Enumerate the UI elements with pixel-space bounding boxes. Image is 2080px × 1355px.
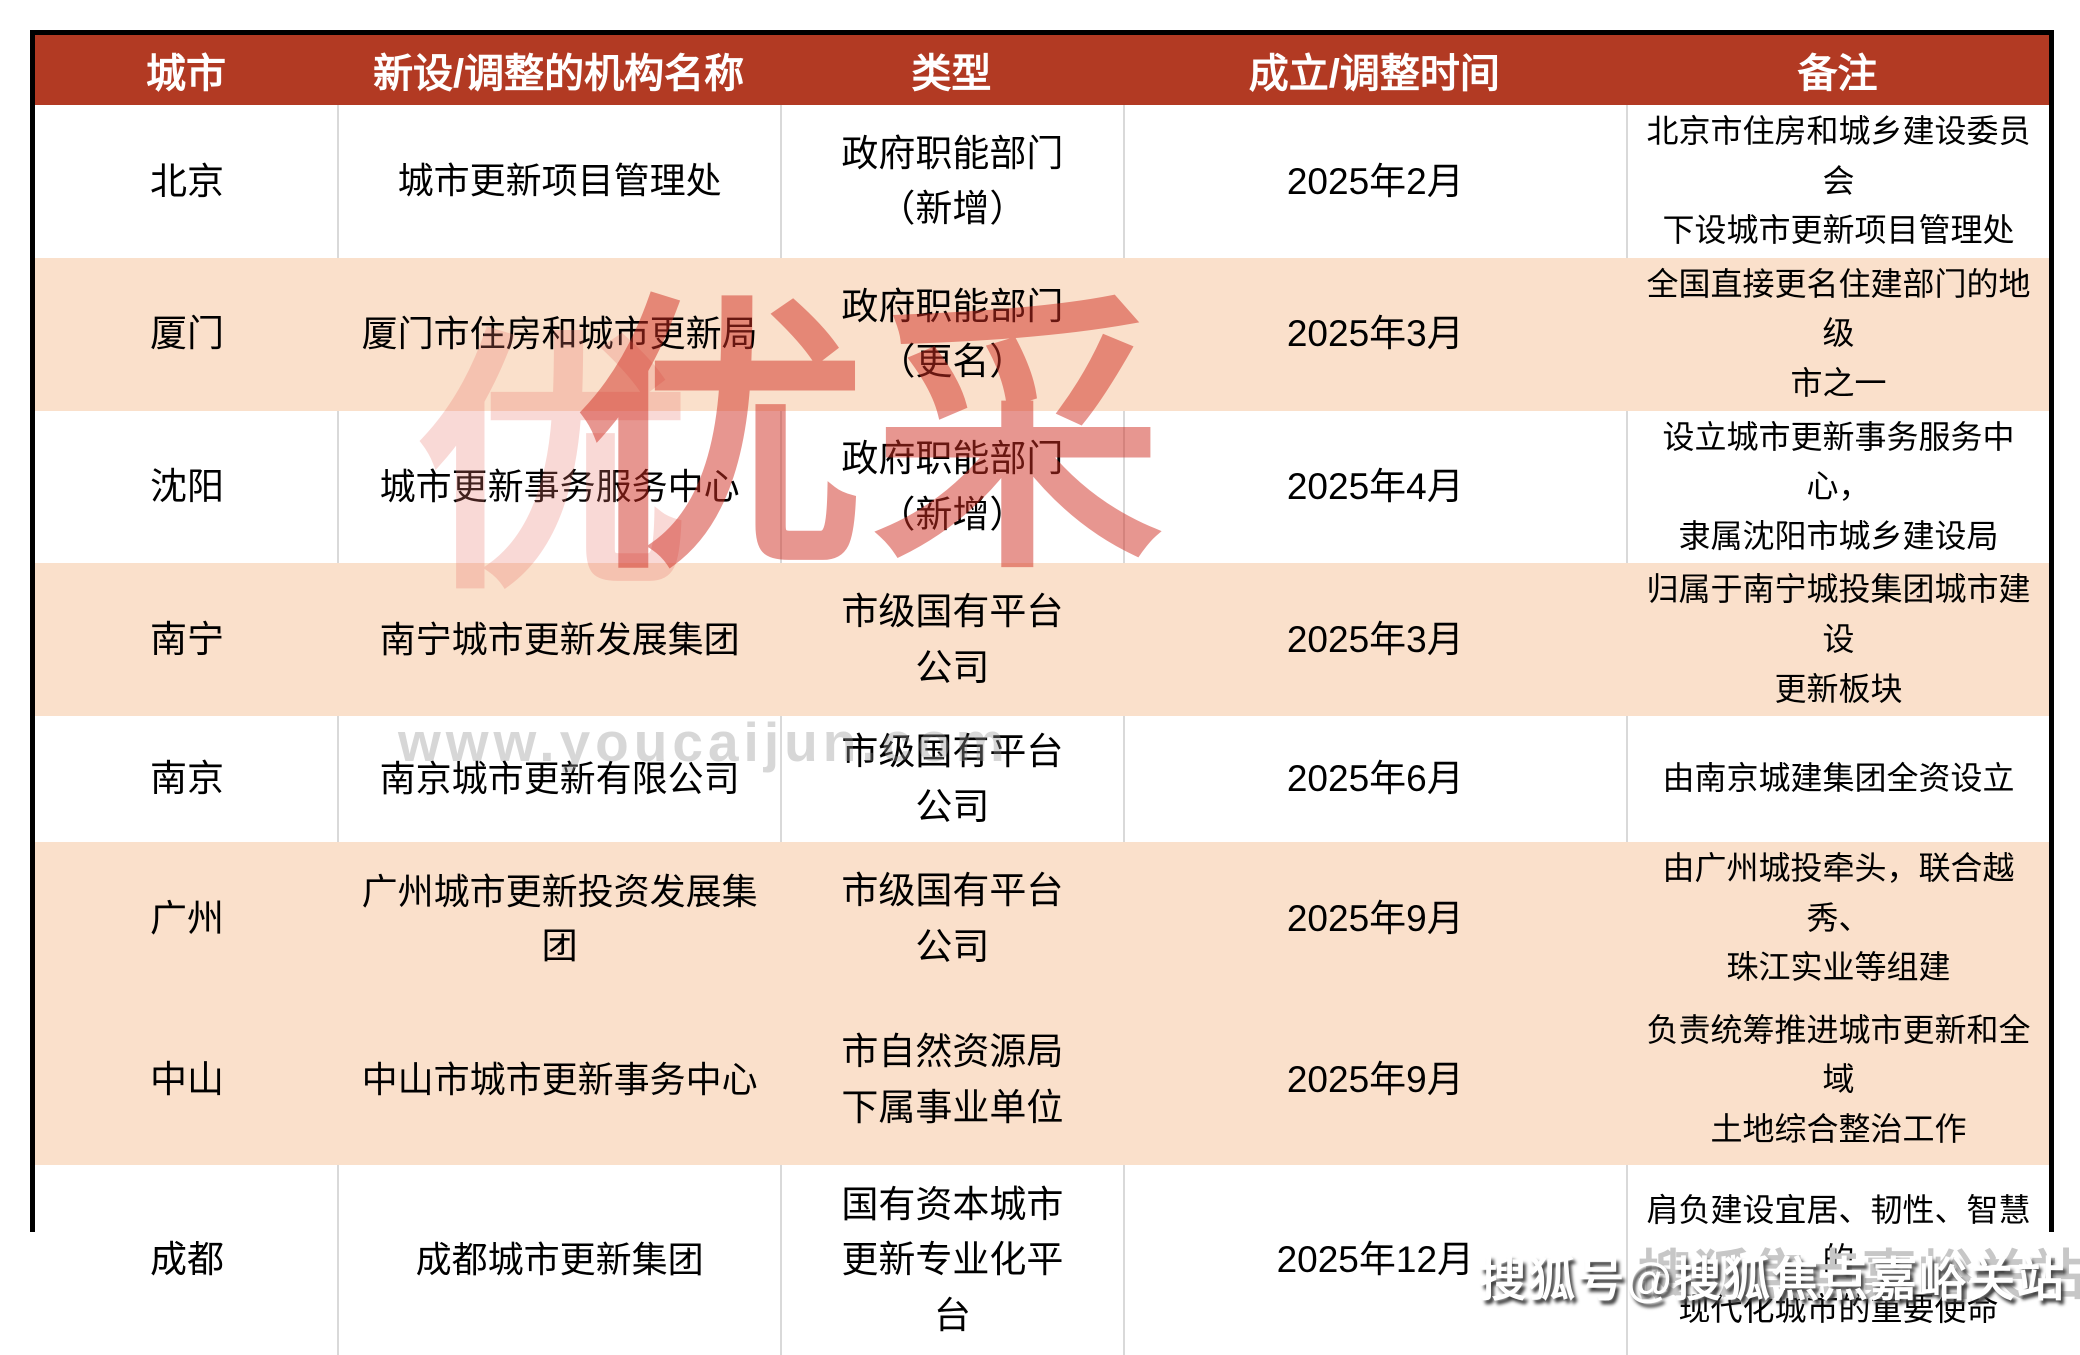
table-row-shenyang: 沈阳 城市更新事务服务中心 政府职能部门 （新增） 2025年4月 设立城市更新… — [35, 410, 2049, 564]
cell-type: 市自然资源局 下属事业单位 — [841, 1031, 1064, 1128]
cell-name: 城市更新项目管理处 — [337, 105, 780, 258]
cell-note: 全国直接更名住建部门的地级 市之一 — [1646, 265, 2031, 401]
table-row-beijing: 北京 城市更新项目管理处 政府职能部门 （新增） 2025年2月 北京市住房和城… — [35, 105, 2049, 258]
cell-type: 政府职能部门 （更名） — [841, 285, 1064, 383]
cell-name: 广州城市更新投资发展集团 — [361, 870, 758, 966]
column-header-name: 新设/调整的机构名称 — [337, 35, 781, 105]
cell-note: 负责统筹推进城市更新和全域 土地综合整治工作 — [1646, 1011, 2031, 1147]
cell-city: 广州 — [150, 897, 225, 939]
header-row: 城市 新设/调整的机构名称 类型 成立/调整时间 备注 — [35, 35, 2049, 105]
table-row-zhongshan: 中山 中山市城市更新事务中心 市自然资源局 下属事业单位 2025年9月 负责统… — [35, 994, 2049, 1165]
column-header-date: 成立/调整时间 — [1122, 35, 1627, 105]
cell-date: 2025年12月 — [1122, 1164, 1627, 1355]
cell-city: 南京 — [150, 758, 225, 800]
cell-name: 城市更新事务服务中心 — [337, 410, 780, 564]
cell-city: 沈阳 — [150, 466, 225, 508]
cell-date: 2025年3月 — [1286, 313, 1464, 355]
cell-type: 政府职能部门 （新增） — [780, 410, 1122, 564]
cell-type: 市级国有平台 公司 — [841, 591, 1064, 688]
cell-note: 设立城市更新事务服务中心， 隶属沈阳市城乡建设局 — [1626, 410, 2049, 564]
cell-date: 2025年3月 — [1286, 618, 1464, 660]
cell-date: 2025年4月 — [1122, 410, 1627, 564]
table-row-chengdu: 成都 成都城市更新集团 国有资本城市 更新专业化平 台 2025年12月 肩负建… — [35, 1164, 2049, 1355]
cell-type: 国有资本城市 更新专业化平 台 — [780, 1164, 1122, 1355]
column-header-city: 城市 — [35, 35, 338, 105]
cell-note: 北京市住房和城乡建设委员会 下设城市更新项目管理处 — [1626, 105, 2049, 258]
cell-name: 中山市城市更新事务中心 — [361, 1058, 758, 1100]
cell-name: 南京城市更新有限公司 — [337, 716, 780, 843]
cell-note: 肩负建设宜居、韧性、智慧的 现代化城市的重要使命 — [1626, 1164, 2049, 1355]
cell-type: 市级国有平台 公司 — [841, 870, 1064, 967]
cell-date: 2025年6月 — [1122, 716, 1627, 843]
cell-date: 2025年2月 — [1122, 105, 1627, 258]
cell-type: 政府职能部门 （新增） — [780, 105, 1122, 258]
cell-type: 市级国有平台 公司 — [780, 716, 1122, 843]
column-header-note: 备注 — [1626, 35, 2049, 105]
cell-date: 2025年9月 — [1286, 897, 1464, 939]
column-header-type: 类型 — [780, 35, 1123, 105]
table-row-xiamen: 厦门 厦门市住房和城市更新局 政府职能部门 （更名） 2025年3月 全国直接更… — [35, 257, 2049, 411]
cell-name: 厦门市住房和城市更新局 — [361, 313, 758, 355]
city-renewal-table: 城市 新设/调整的机构名称 类型 成立/调整时间 备注 北京 城市更新项目管理处… — [30, 30, 2054, 1355]
cell-name: 南宁城市更新发展集团 — [379, 618, 740, 660]
table-row-nanjing: 南京 南京城市更新有限公司 市级国有平台 公司 2025年6月 由南京城建集团全… — [35, 716, 2049, 843]
cell-name: 成都城市更新集团 — [337, 1164, 780, 1355]
table-row-guangzhou: 广州 广州城市更新投资发展集团 市级国有平台 公司 2025年9月 由广州城投牵… — [35, 842, 2049, 995]
cell-city: 中山 — [150, 1059, 225, 1101]
cell-note: 由南京城建集团全资设立 — [1626, 716, 2049, 843]
cell-note: 由广州城投牵头，联合越秀、 珠江实业等组建 — [1662, 850, 2015, 986]
cell-city: 南宁 — [150, 618, 225, 660]
city-renewal-institutions-table: 城市 新设/调整的机构名称 类型 成立/调整时间 备注 北京 城市更新项目管理处… — [35, 35, 2049, 1355]
cell-city: 厦门 — [150, 313, 225, 355]
cell-city: 成都 — [150, 1239, 225, 1281]
cell-city: 北京 — [150, 160, 225, 202]
cell-note: 归属于南宁城投集团城市建设 更新板块 — [1646, 571, 2031, 707]
table-row-nanning: 南宁 南宁城市更新发展集团 市级国有平台 公司 2025年3月 归属于南宁城投集… — [35, 563, 2049, 717]
cell-date: 2025年9月 — [1286, 1059, 1464, 1101]
